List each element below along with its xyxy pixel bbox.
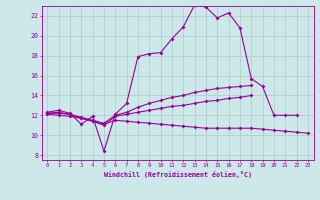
X-axis label: Windchill (Refroidissement éolien,°C): Windchill (Refroidissement éolien,°C) <box>104 171 252 178</box>
